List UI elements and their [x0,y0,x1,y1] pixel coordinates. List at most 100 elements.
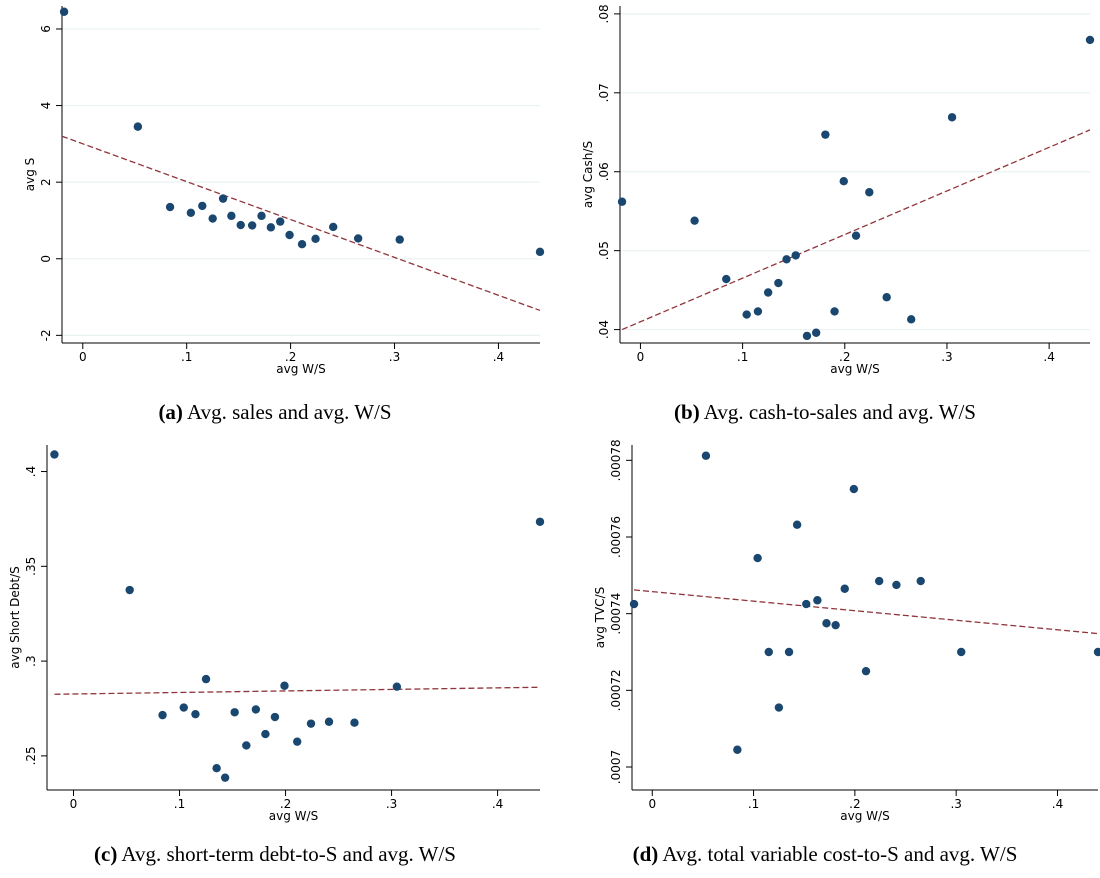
chart-panel-a: 0 .1 .2 .3 .4 -2 0 2 4 6 avg W/S avg S (a) Avg. sal… [0,0,550,439]
x-tick-label-c-0: 0 [70,797,78,811]
x-tick-label-d-3: .3 [950,797,961,811]
data-point-c-9 [242,741,251,750]
data-point-d-8 [802,599,811,609]
data-point-b-14 [851,231,861,240]
chart-panel-d: 0 .1 .2 .3 .4 .0007 .00072 .00074 .00076 .00078 av… [550,439,1100,878]
data-point-b-4 [753,307,763,316]
data-point-d-10 [822,619,831,628]
data-point-a-0 [59,7,69,16]
x-tick-label-b-3: .3 [941,350,952,364]
data-point-d-17 [916,576,925,586]
data-point-b-12 [830,307,839,316]
x-tick-label-a-4: .4 [493,350,504,364]
caption-label-b: (b) [674,400,700,424]
data-point-c-0 [50,450,59,459]
data-point-d-1 [701,451,711,460]
y-tick-label-b-3: .07 [597,83,611,102]
data-point-b-19 [1085,35,1095,45]
data-point-a-14 [297,239,307,249]
data-point-d-16 [892,580,901,590]
scatter-chart-c: 0 .1 .2 .3 .4 .25 .3 .35 .4 avg W/S avg Short Debt… [8,445,545,823]
y-axis-title-c: avg Short Debt/S [8,566,22,669]
data-point-c-8 [230,708,239,717]
y-tick-label-a-0: -2 [39,329,53,341]
fit-line-c [54,686,541,695]
data-point-b-0 [617,197,627,206]
scatter-chart-b: 0 .1 .2 .3 .4 .04 .05 .06 .07 .08 avg W/S avg Cash/… [581,4,1095,376]
data-point-d-13 [849,484,859,494]
data-point-a-18 [395,235,404,244]
data-point-d-19 [1093,647,1100,657]
data-point-a-15 [311,234,320,244]
data-point-d-6 [784,647,794,657]
data-point-a-2 [165,202,175,212]
x-axis-title-b: avg W/S [830,362,879,376]
y-tick-label-d-2: .00074 [609,593,623,635]
y-tick-label-b-2: .06 [597,162,611,181]
data-point-d-4 [764,647,773,657]
x-tick-label-a-0: 0 [79,350,87,364]
data-point-a-10 [257,211,266,221]
x-tick-label-d-4: .4 [1052,797,1063,811]
data-point-c-16 [324,717,334,726]
data-point-c-5 [201,674,211,684]
data-point-b-5 [763,288,773,297]
data-point-c-6 [212,764,221,773]
x-tick-label-c-1: .1 [174,797,185,811]
data-point-a-5 [208,214,217,223]
data-point-b-7 [782,255,791,264]
x-tick-label-a-1: .1 [181,350,192,364]
caption-label-d: (d) [632,842,659,866]
data-point-b-9 [802,331,812,341]
x-tick-label-b-0: 0 [637,350,645,364]
fit-line-a [61,135,541,312]
y-tick-label-a-2: 2 [39,178,53,186]
x-tick-label-a-3: .3 [389,350,400,364]
x-tick-label-c-4: .4 [492,797,503,811]
caption-label-a: (a) [158,400,183,424]
data-point-b-8 [791,251,800,260]
x-tick-label-b-2: .2 [839,350,850,364]
data-point-b-1 [690,216,699,225]
data-point-a-12 [276,217,285,226]
data-point-c-17 [350,718,359,727]
data-point-b-15 [865,188,874,197]
data-point-d-0 [629,599,639,609]
data-point-a-6 [218,194,228,203]
data-point-b-18 [947,113,957,122]
data-point-d-12 [840,584,849,593]
data-point-b-3 [742,310,751,319]
data-point-a-3 [186,208,196,217]
caption-text-c: Avg. short-term debt-to-S and avg. W/S [121,842,456,866]
caption-c: (c) Avg. short-term debt-to-S and avg. W… [0,842,550,867]
y-tick-label-b-4: .08 [597,4,611,23]
y-tick-label-d-0: .0007 [609,750,623,784]
data-point-d-2 [733,745,742,754]
data-point-b-10 [811,328,821,337]
x-axis-title-d: avg W/S [840,809,889,823]
data-point-c-10 [251,705,261,714]
data-point-c-13 [280,681,289,690]
x-tick-label-d-1: .1 [748,797,759,811]
data-point-a-7 [227,211,236,221]
data-point-b-13 [839,177,848,186]
y-tick-label-c-2: .35 [24,557,38,576]
scatter-chart-a: 0 .1 .2 .3 .4 -2 0 2 4 6 avg W/S avg S [23,6,545,376]
caption-a: (a) Avg. sales and avg. W/S [0,400,550,425]
data-point-d-14 [861,666,871,676]
data-point-c-4 [191,709,200,719]
x-axis-title-a: avg W/S [276,362,325,376]
x-tick-label-b-4: .4 [1043,350,1054,364]
data-point-b-11 [821,130,830,139]
y-tick-label-a-4: 6 [39,25,53,33]
y-axis-title-b: avg Cash/S [581,141,595,208]
x-tick-label-c-2: .2 [280,797,291,811]
data-point-a-17 [353,234,363,243]
data-point-d-11 [831,620,840,630]
data-point-b-6 [774,278,783,288]
y-tick-label-b-1: .05 [597,241,611,260]
x-tick-label-d-2: .2 [849,797,860,811]
y-tick-label-d-1: .00072 [609,669,623,711]
data-point-a-4 [198,201,207,211]
data-point-a-13 [285,230,294,240]
